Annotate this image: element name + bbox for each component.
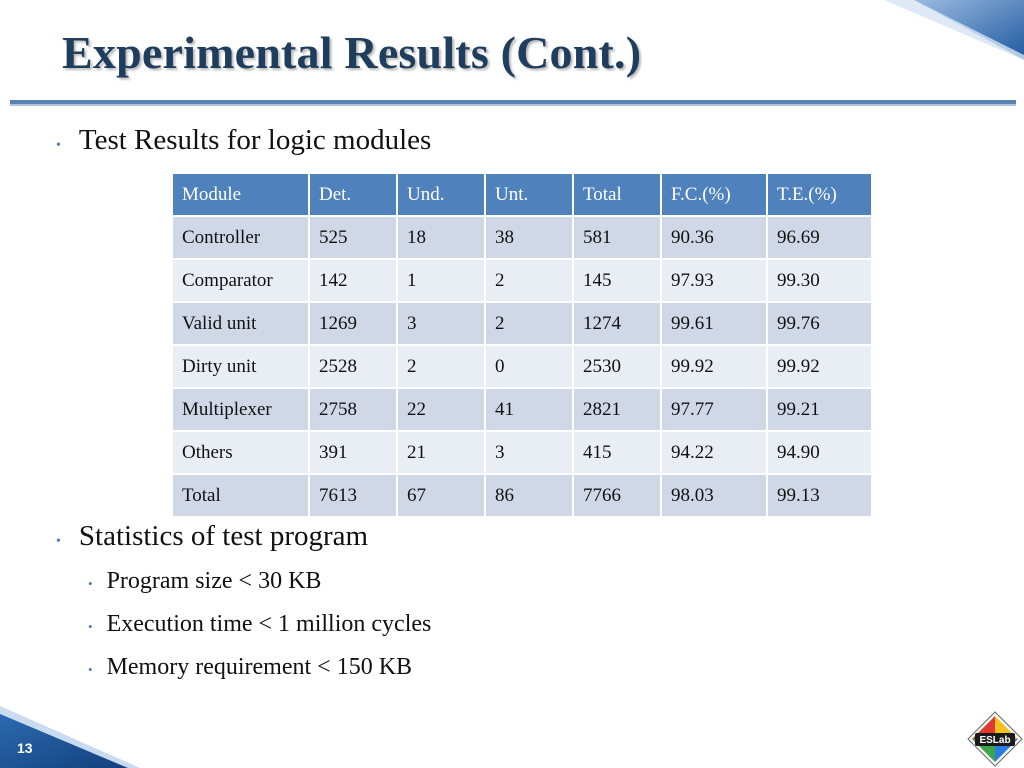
bullet-dot-icon: • [56, 138, 61, 153]
column-header: Det. [308, 172, 398, 217]
table-cell: 7766 [572, 473, 662, 518]
table-cell: 3 [396, 301, 486, 346]
table-cell: 96.69 [766, 215, 873, 260]
table-cell: 94.22 [660, 430, 768, 475]
table-cell: 7613 [308, 473, 398, 518]
table-cell: 22 [396, 387, 486, 432]
table-cell: 581 [572, 215, 662, 260]
table-cell: 99.13 [766, 473, 873, 518]
bullet-statistics: • Statistics of test program [56, 520, 368, 553]
bullet-text: Statistics of test program [78, 520, 369, 552]
table-row-total: Total 7613 67 86 7766 98.03 99.13 [171, 473, 873, 518]
table-row: Multiplexer 2758 22 41 2821 97.77 99.21 [171, 387, 873, 432]
column-header: Module [171, 172, 310, 217]
table-cell: 2528 [308, 344, 398, 389]
table-cell: 99.21 [766, 387, 873, 432]
table-cell: Others [171, 430, 310, 475]
table-cell: 145 [572, 258, 662, 303]
table-cell: 99.30 [766, 258, 873, 303]
table-header-row: Module Det. Und. Unt. Total F.C.(%) T.E.… [171, 172, 873, 217]
bullet-text: Program size < 30 KB [106, 568, 322, 594]
table-cell: 97.93 [660, 258, 768, 303]
table-cell: 38 [484, 215, 574, 260]
table-cell: Multiplexer [171, 387, 310, 432]
table-cell: 415 [572, 430, 662, 475]
table-cell: Dirty unit [171, 344, 310, 389]
table-row: Valid unit 1269 3 2 1274 99.61 99.76 [171, 301, 873, 346]
table-cell: 90.36 [660, 215, 768, 260]
table-cell: 391 [308, 430, 398, 475]
table-cell: 2 [396, 344, 486, 389]
table-cell: Controller [171, 215, 310, 260]
table-cell: Comparator [171, 258, 310, 303]
page-number: 13 [17, 740, 33, 756]
bullet-dot-icon: • [88, 576, 93, 591]
table-cell: 99.92 [766, 344, 873, 389]
sub-bullet-execution-time: • Execution time < 1 million cycles [88, 611, 431, 638]
table-cell: 99.76 [766, 301, 873, 346]
column-header: Total [572, 172, 662, 217]
table-cell: Total [171, 473, 310, 518]
results-table: Module Det. Und. Unt. Total F.C.(%) T.E.… [171, 172, 873, 518]
table-cell: 2530 [572, 344, 662, 389]
table-cell: 1 [396, 258, 486, 303]
sub-bullet-memory: • Memory requirement < 150 KB [88, 654, 412, 681]
table-cell: 21 [396, 430, 486, 475]
table-cell: 3 [484, 430, 574, 475]
table-cell: 99.92 [660, 344, 768, 389]
column-header: Und. [396, 172, 486, 217]
table-cell: 525 [308, 215, 398, 260]
table-cell: 18 [396, 215, 486, 260]
title-divider [10, 100, 1016, 106]
bullet-text: Memory requirement < 150 KB [106, 654, 413, 680]
corner-decoration-top-right [884, 0, 1024, 60]
bullet-dot-icon: • [88, 619, 93, 634]
table-cell: 2 [484, 258, 574, 303]
table-row: Others 391 21 3 415 94.22 94.90 [171, 430, 873, 475]
bullet-text: Test Results for logic modules [78, 124, 432, 156]
corner-decoration-bottom-left [0, 706, 140, 768]
table-cell: 1269 [308, 301, 398, 346]
table-cell: 2758 [308, 387, 398, 432]
table-cell: 41 [484, 387, 574, 432]
table-cell: 67 [396, 473, 486, 518]
table-cell: Valid unit [171, 301, 310, 346]
table-cell: 2 [484, 301, 574, 346]
table-cell: 2821 [572, 387, 662, 432]
logo-text: ESLab [979, 735, 1010, 746]
column-header: T.E.(%) [766, 172, 873, 217]
table-row: Dirty unit 2528 2 0 2530 99.92 99.92 [171, 344, 873, 389]
eslab-logo-icon: ESLab [967, 711, 1023, 767]
column-header: Unt. [484, 172, 574, 217]
sub-bullet-program-size: • Program size < 30 KB [88, 568, 321, 595]
bullet-test-results: • Test Results for logic modules [56, 124, 431, 157]
table-cell: 99.61 [660, 301, 768, 346]
bullet-dot-icon: • [56, 534, 61, 549]
table-cell: 142 [308, 258, 398, 303]
table-cell: 1274 [572, 301, 662, 346]
table-cell: 86 [484, 473, 574, 518]
table-row: Comparator 142 1 2 145 97.93 99.30 [171, 258, 873, 303]
table-row: Controller 525 18 38 581 90.36 96.69 [171, 215, 873, 260]
column-header: F.C.(%) [660, 172, 768, 217]
table-cell: 98.03 [660, 473, 768, 518]
slide-title: Experimental Results (Cont.) [62, 27, 642, 78]
table-cell: 97.77 [660, 387, 768, 432]
table-cell: 94.90 [766, 430, 873, 475]
bullet-dot-icon: • [88, 662, 93, 677]
table-cell: 0 [484, 344, 574, 389]
bullet-text: Execution time < 1 million cycles [106, 611, 432, 637]
